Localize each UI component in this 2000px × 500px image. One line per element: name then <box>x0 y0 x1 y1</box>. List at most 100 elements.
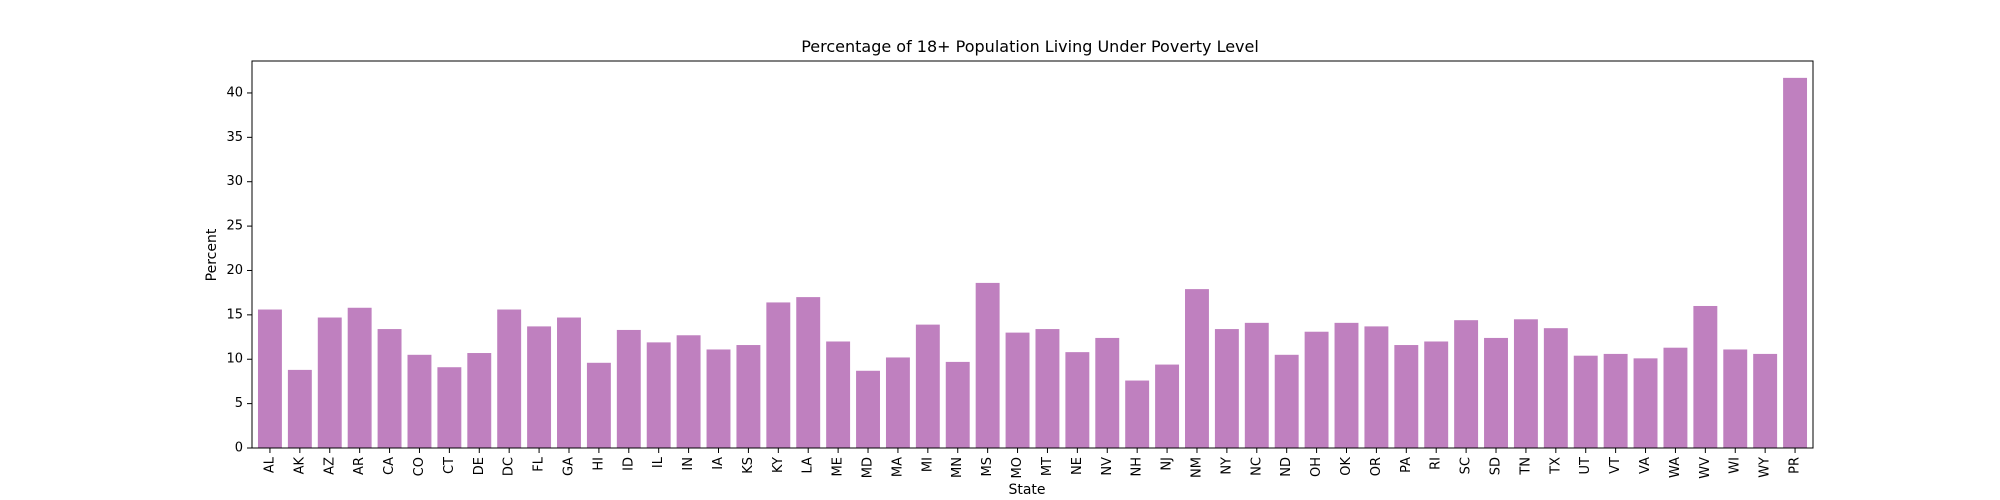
x-tick-label-id: ID <box>621 457 636 471</box>
bar-wi <box>1723 349 1748 448</box>
bar-wy <box>1753 353 1778 448</box>
x-tick-label-ny: NY <box>1219 457 1234 475</box>
bar-pr <box>1783 77 1808 448</box>
y-axis: 0 5 10 15 20 25 30 35 40 <box>226 85 252 456</box>
x-tick-label-tn: TN <box>1518 457 1533 476</box>
bar-mi <box>915 324 940 448</box>
x-tick-label-md: MD <box>861 457 876 478</box>
y-tick-label-35: 35 <box>226 130 243 145</box>
bars-layer <box>257 77 1808 448</box>
x-tick-label-la: LA <box>801 457 816 474</box>
x-tick-label-hi: HI <box>591 457 606 471</box>
bar-al <box>257 309 282 448</box>
y-tick-label-30: 30 <box>226 174 243 189</box>
bar-az <box>317 317 342 448</box>
x-tick-label-ak: AK <box>292 457 307 475</box>
bar-me <box>826 341 851 448</box>
bar-nd <box>1274 354 1299 448</box>
x-tick-label-co: CO <box>412 457 427 476</box>
bar-tx <box>1543 328 1568 448</box>
x-tick-label-fl: FL <box>532 456 547 471</box>
x-tick-label-vt: VT <box>1608 457 1623 474</box>
bar-nv <box>1095 337 1120 448</box>
bar-ar <box>347 307 372 448</box>
bar-co <box>407 354 432 448</box>
bar-nc <box>1244 322 1269 448</box>
bar-il <box>646 342 671 448</box>
x-tick-label-wi: WI <box>1728 457 1743 474</box>
x-tick-label-ar: AR <box>352 457 367 475</box>
bar-mt <box>1035 329 1060 448</box>
x-tick-label-ct: CT <box>442 457 457 474</box>
bar-sd <box>1484 337 1508 448</box>
x-axis: AL AK AZ AR CA CO CT DE DC FL GA HI ID IL IN IA KS KY LA ME… <box>262 448 1803 479</box>
x-tick-label-nd: ND <box>1279 457 1294 477</box>
bar-id <box>616 329 641 448</box>
bar-md <box>856 370 880 448</box>
y-axis-label: Percent <box>204 228 220 281</box>
y-tick-label-5: 5 <box>235 396 243 411</box>
bar-mn <box>945 361 970 448</box>
x-tick-label-az: AZ <box>322 457 337 475</box>
x-tick-label-wv: WV <box>1698 457 1713 479</box>
y-tick-label-40: 40 <box>226 85 243 100</box>
bar-ri <box>1424 341 1449 448</box>
x-tick-label-ks: KS <box>741 457 756 474</box>
x-tick-label-de: DE <box>472 457 487 475</box>
bar-ut <box>1573 355 1598 448</box>
x-tick-label-nm: NM <box>1189 457 1204 478</box>
bar-ny <box>1214 329 1239 448</box>
bar-wa <box>1663 347 1688 448</box>
bar-nh <box>1125 380 1150 448</box>
x-tick-label-me: ME <box>831 457 846 476</box>
bar-ok <box>1334 322 1359 448</box>
bar-la <box>796 297 821 448</box>
bar-wv <box>1693 305 1718 448</box>
x-tick-label-ia: IA <box>711 457 726 470</box>
bar-vt <box>1603 353 1628 448</box>
x-tick-label-tx: TX <box>1548 457 1563 475</box>
bar-ca <box>377 329 402 448</box>
bar-va <box>1633 358 1658 448</box>
x-tick-label-ne: NE <box>1070 457 1085 475</box>
bar-ia <box>706 349 731 448</box>
bar-ms <box>975 282 1000 448</box>
x-tick-label-nj: NJ <box>1160 457 1175 471</box>
bar-tn <box>1513 319 1538 448</box>
x-tick-label-il: IL <box>651 456 666 468</box>
x-tick-label-pa: PA <box>1399 457 1414 473</box>
bar-hi <box>586 362 611 448</box>
y-tick-label-15: 15 <box>226 307 243 322</box>
bar-ga <box>557 317 581 448</box>
bar-ma <box>885 357 910 448</box>
x-tick-label-mn: MN <box>950 457 965 478</box>
x-tick-label-or: OR <box>1369 457 1384 476</box>
x-tick-label-ri: RI <box>1429 457 1444 470</box>
y-tick-label-25: 25 <box>226 219 243 234</box>
x-tick-label-sc: SC <box>1459 457 1474 474</box>
bar-ks <box>736 345 761 448</box>
x-tick-label-sd: SD <box>1489 457 1504 475</box>
x-tick-label-va: VA <box>1638 457 1653 474</box>
x-tick-label-nv: NV <box>1100 457 1115 476</box>
y-tick-label-0: 0 <box>235 441 243 456</box>
x-axis-label: State <box>1008 482 1045 498</box>
bar-dc <box>497 309 522 448</box>
bar-or <box>1364 326 1389 448</box>
bar-ky <box>766 302 791 448</box>
x-tick-label-mt: MT <box>1040 457 1055 476</box>
x-tick-label-ky: KY <box>771 457 786 473</box>
x-tick-label-wa: WA <box>1668 457 1683 478</box>
bar-pa <box>1394 345 1419 448</box>
x-tick-label-wy: WY <box>1758 457 1773 478</box>
x-tick-label-ok: OK <box>1339 457 1354 476</box>
x-tick-label-ma: MA <box>890 457 905 477</box>
plot-frame <box>251 60 1814 449</box>
x-tick-label-oh: OH <box>1309 457 1324 477</box>
x-tick-label-mi: MI <box>920 457 935 472</box>
x-tick-label-ut: UT <box>1578 457 1593 475</box>
x-tick-label-ms: MS <box>980 457 995 476</box>
y-tick-label-10: 10 <box>226 352 243 367</box>
